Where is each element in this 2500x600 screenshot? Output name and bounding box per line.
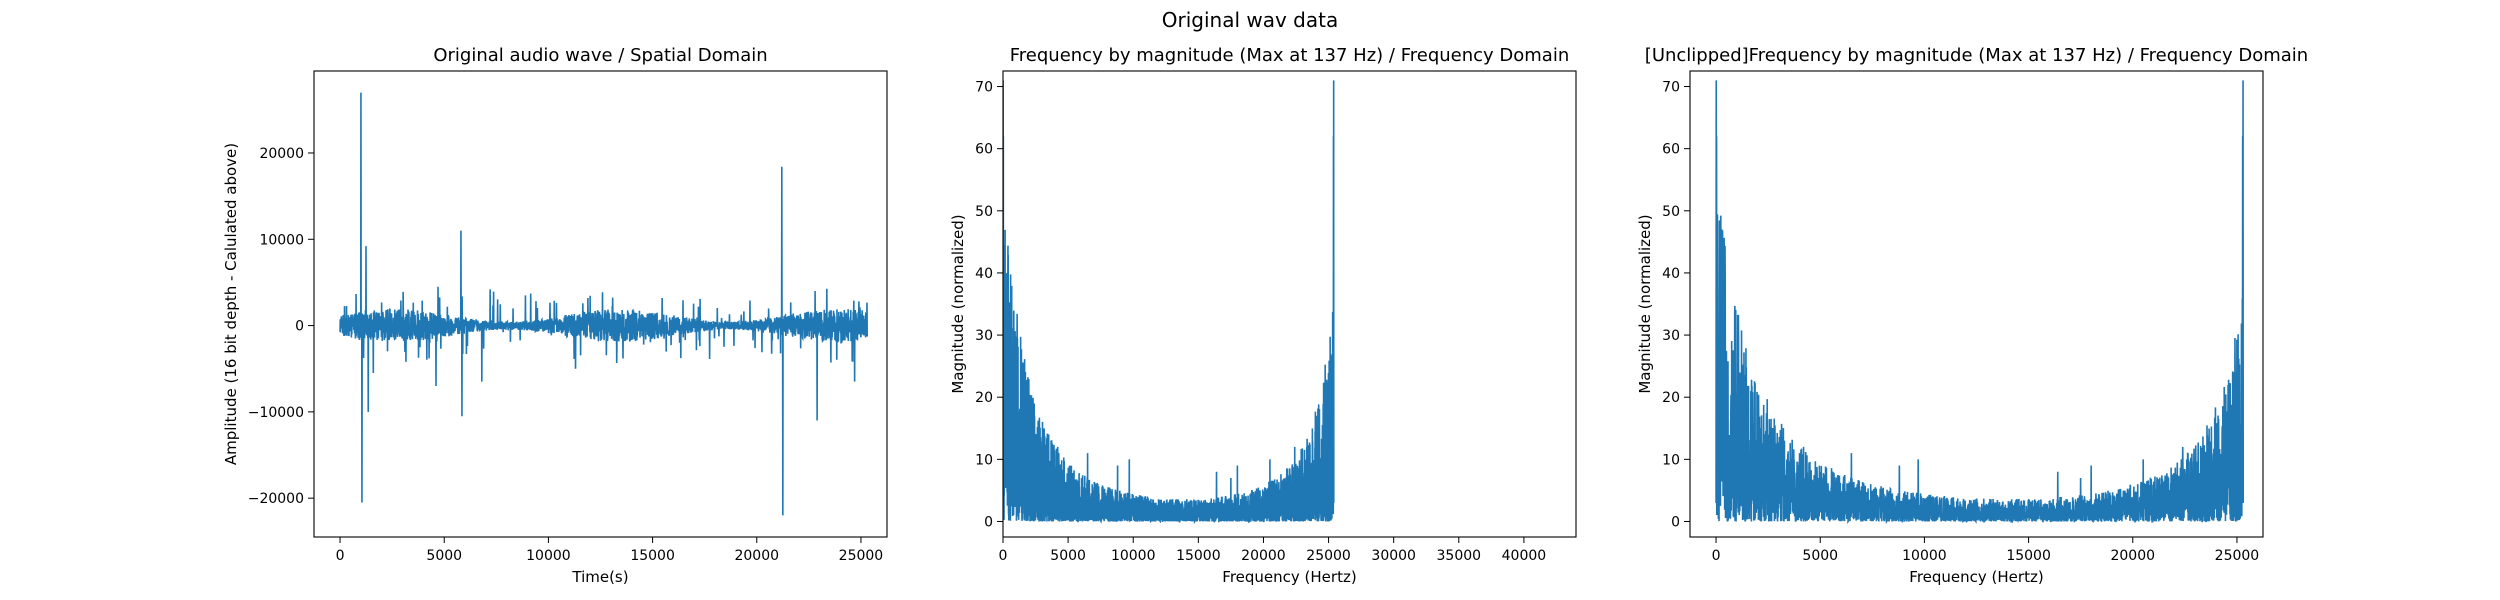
- x-tick-label: 0: [999, 548, 1008, 564]
- y-axis-label: Magnitude (normalized): [1636, 214, 1654, 393]
- x-tick-label: 25000: [2215, 548, 2260, 564]
- x-tick-label: 25000: [1306, 548, 1351, 564]
- figure-suptitle: Original wav data: [1161, 8, 1339, 32]
- y-tick-label: 10000: [259, 232, 304, 248]
- y-tick-label: 0: [1671, 514, 1680, 530]
- x-tick-label: 30000: [1371, 548, 1416, 564]
- x-tick-label: 20000: [2110, 548, 2155, 564]
- y-tick-label: 50: [1662, 204, 1680, 220]
- x-tick-label: 20000: [1241, 548, 1286, 564]
- y-tick-label: 20: [1662, 390, 1680, 406]
- x-tick-label: 10000: [526, 548, 571, 564]
- x-tick-label: 35000: [1437, 548, 1482, 564]
- y-tick-label: 30: [975, 328, 993, 344]
- y-tick-label: 30: [1662, 328, 1680, 344]
- x-tick-label: 15000: [630, 548, 675, 564]
- y-tick-label: 70: [975, 80, 993, 96]
- y-tick-label: −10000: [248, 405, 304, 421]
- x-axis-label: Frequency (Hertz): [1909, 568, 2043, 586]
- series-line: [1003, 80, 1335, 525]
- y-axis-label: Amplitude (16 bit depth - Calulated abov…: [222, 143, 240, 465]
- y-tick-label: 10: [1662, 452, 1680, 468]
- chart-panel-frequency-unclipped: 0 5000 10000 15000 20000 25000 0 10 20 30 40 50 60 70…: [1636, 45, 2308, 586]
- y-tick-label: 0: [984, 514, 993, 530]
- x-tick-label: 5000: [426, 548, 462, 564]
- y-tick-label: 40: [975, 266, 993, 282]
- y-tick-label: 70: [1662, 80, 1680, 96]
- x-tick-label: 5000: [1802, 548, 1838, 564]
- y-tick-label: −20000: [248, 491, 304, 507]
- x-tick-label: 0: [336, 548, 345, 564]
- y-tick-label: 60: [975, 142, 993, 158]
- x-tick-label: 0: [1712, 548, 1721, 564]
- y-tick-label: 10: [975, 452, 993, 468]
- axes-frame: [313, 70, 888, 538]
- chart-panel-frequency-clipped: 0 5000 10000 15000 20000 25000 30000 35000 40000…: [949, 45, 1577, 586]
- x-tick-label: 5000: [1050, 548, 1086, 564]
- y-tick-label: 0: [295, 319, 304, 335]
- series-line: [339, 92, 869, 516]
- x-tick-label: 15000: [2006, 548, 2051, 564]
- x-tick-label: 15000: [1176, 548, 1221, 564]
- chart-title: Frequency by magnitude (Max at 137 Hz) /…: [1010, 45, 1570, 66]
- y-tick-label: 20: [975, 390, 993, 406]
- axes-frame: [1689, 70, 2264, 538]
- y-tick-label: 50: [975, 204, 993, 220]
- series-line: [1715, 80, 2245, 525]
- y-axis-label: Magnitude (normalized): [949, 214, 967, 393]
- x-axis-label: Frequency (Hertz): [1222, 568, 1356, 586]
- chart-title: Original audio wave / Spatial Domain: [433, 45, 767, 66]
- x-tick-label: 10000: [1111, 548, 1156, 564]
- y-tick-label: 40: [1662, 266, 1680, 282]
- x-axis-label: Time(s): [571, 568, 628, 586]
- x-tick-label: 25000: [839, 548, 884, 564]
- y-tick-label: 60: [1662, 142, 1680, 158]
- chart-title: [Unclipped]Frequency by magnitude (Max a…: [1645, 45, 2308, 66]
- y-tick-label: 20000: [259, 146, 304, 162]
- x-tick-label: 40000: [1502, 548, 1547, 564]
- chart-panel-waveform: 0 5000 10000 15000 20000 25000 −20000 −10000 0 10…: [222, 45, 888, 586]
- x-tick-label: 10000: [1902, 548, 1947, 564]
- x-tick-label: 20000: [734, 548, 779, 564]
- axes-frame: [1002, 70, 1577, 538]
